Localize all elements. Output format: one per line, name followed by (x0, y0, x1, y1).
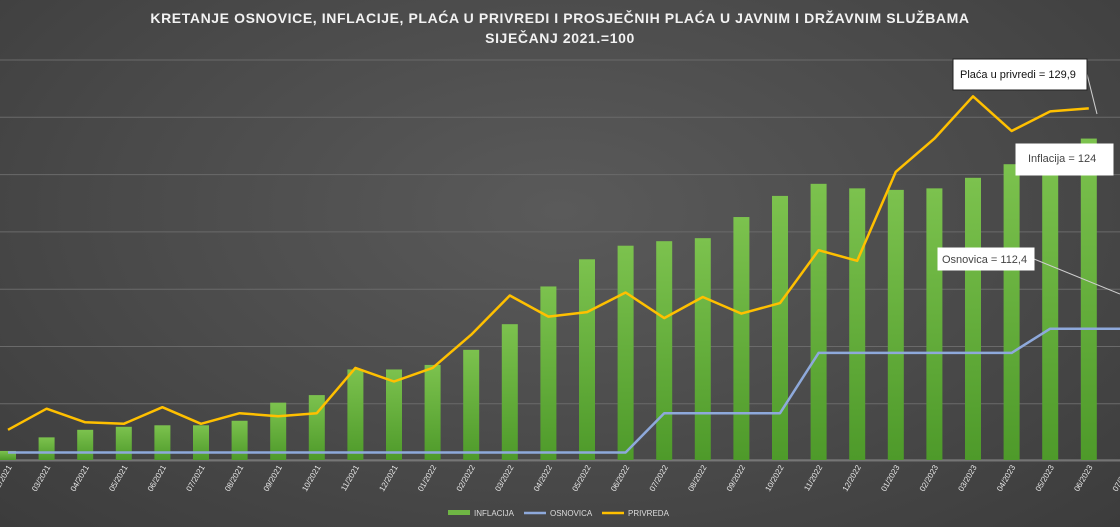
x-tick-label: 02/2021 (0, 463, 14, 493)
bar-inflacija (424, 364, 441, 460)
bar-inflacija (154, 425, 171, 460)
bar-inflacija (193, 425, 209, 460)
bar-inflacija (501, 324, 518, 460)
x-tick-label: 05/2021 (107, 463, 130, 493)
bar-inflacija (810, 183, 827, 460)
x-tick-label: 06/2023 (1072, 463, 1095, 493)
bar-inflacija (1042, 155, 1059, 460)
x-tick-label: 05/2023 (1034, 463, 1057, 493)
line-osnovica (8, 327, 1120, 454)
x-axis-ticks: 02/2021 03/2021 04/2021 05/2021 06/2021 07/20… (0, 463, 1120, 493)
bar-inflacija (77, 429, 94, 460)
callout-label: Plaća u privredi = 129,9 (960, 69, 1076, 81)
x-tick-label: 03/2022 (493, 463, 516, 493)
legend-label: PRIVREDA (628, 509, 670, 518)
x-tick-label: 01/2022 (416, 463, 439, 493)
x-tick-label: 02/2023 (918, 463, 941, 493)
callout-label: Inflacija = 124 (1028, 153, 1096, 165)
x-tick-label: 07/2022 (648, 463, 671, 493)
callout-label: Osnovica = 112,4 (942, 254, 1027, 266)
bar-inflacija (617, 245, 634, 460)
legend-swatch (448, 510, 470, 515)
callout-leader (1033, 258, 1120, 295)
bar-inflacija (887, 189, 904, 460)
legend-label: INFLACIJA (474, 509, 515, 518)
x-tick-label: 03/2021 (30, 463, 53, 493)
bar-inflacija (733, 217, 750, 460)
x-tick-label: 12/2022 (841, 463, 864, 493)
x-tick-label: 07/2023 (1111, 463, 1120, 493)
x-tick-label: 11/2021 (339, 463, 361, 493)
x-tick-label: 07/2021 (184, 463, 207, 493)
x-tick-label: 02/2022 (455, 463, 478, 493)
series-lines (7, 95, 1120, 454)
chart-title-line2: SIJEČANJ 2021.=100 (485, 30, 635, 46)
x-tick-label: 06/2021 (146, 463, 169, 493)
x-tick-label: 10/2022 (763, 463, 786, 493)
bar-inflacija (579, 259, 595, 460)
bar-inflacija (115, 426, 132, 460)
line-privreda (7, 95, 1089, 431)
bar-inflacija (231, 420, 248, 460)
x-tick-label: 04/2023 (995, 463, 1018, 493)
bar-inflacija (965, 177, 981, 461)
callouts: Plaća u privredi = 129,9 Inflacija = 124 O… (937, 58, 1120, 295)
legend: INFLACIJA OSNOVICA PRIVREDA (448, 509, 670, 518)
x-tick-label: 01/2023 (879, 463, 902, 493)
callout-leader (1086, 73, 1098, 115)
chart-title: KRETANJE OSNOVICE, INFLACIJE, PLAĆA U PR… (0, 8, 1120, 48)
x-tick-label: 04/2022 (532, 463, 555, 493)
bar-inflacija (1003, 164, 1020, 460)
bar-inflacija (0, 450, 16, 460)
bar-inflacija (772, 195, 788, 460)
bar-inflacija (540, 286, 557, 460)
bar-inflacija (347, 369, 364, 460)
bar-inflacija (926, 188, 943, 460)
x-tick-label: 08/2021 (223, 463, 246, 493)
legend-label: OSNOVICA (550, 509, 593, 518)
x-tick-label: 10/2021 (300, 463, 323, 493)
x-tick-label: 04/2021 (69, 463, 92, 493)
bar-inflacija (386, 369, 402, 460)
callout-box (937, 247, 1035, 271)
x-tick-label: 09/2022 (725, 463, 748, 493)
bar-inflacija (463, 349, 480, 460)
bar-inflacija (694, 238, 711, 460)
x-tick-label: 05/2022 (570, 463, 593, 493)
callout-box (1015, 143, 1114, 176)
callout-box (952, 58, 1088, 91)
x-tick-label: 12/2021 (377, 463, 400, 493)
bar-inflacija (1080, 138, 1097, 460)
x-tick-label: 03/2023 (956, 463, 979, 493)
x-tick-label: 06/2022 (609, 463, 632, 493)
x-tick-label: 08/2022 (686, 463, 709, 493)
chart-title-line1: KRETANJE OSNOVICE, INFLACIJE, PLAĆA U PR… (150, 10, 970, 26)
x-tick-label: 09/2021 (262, 463, 285, 493)
bar-inflacija (656, 241, 673, 460)
bar-inflacija (308, 395, 325, 460)
x-tick-label: 11/2022 (802, 463, 824, 493)
inflacija-bars (0, 138, 1097, 461)
bar-inflacija (38, 437, 55, 460)
bar-inflacija (849, 188, 866, 460)
